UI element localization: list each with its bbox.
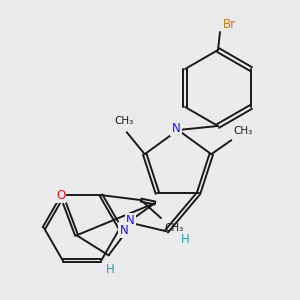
Text: N: N xyxy=(126,214,135,227)
Text: O: O xyxy=(56,189,65,202)
Text: H: H xyxy=(106,263,115,276)
Text: CH₃: CH₃ xyxy=(233,126,253,136)
Text: H: H xyxy=(181,233,189,246)
Text: Br: Br xyxy=(223,17,236,31)
Text: CH₃: CH₃ xyxy=(114,116,133,126)
Text: CH₃: CH₃ xyxy=(164,223,183,233)
Text: N: N xyxy=(172,122,180,134)
Text: N: N xyxy=(120,224,128,236)
